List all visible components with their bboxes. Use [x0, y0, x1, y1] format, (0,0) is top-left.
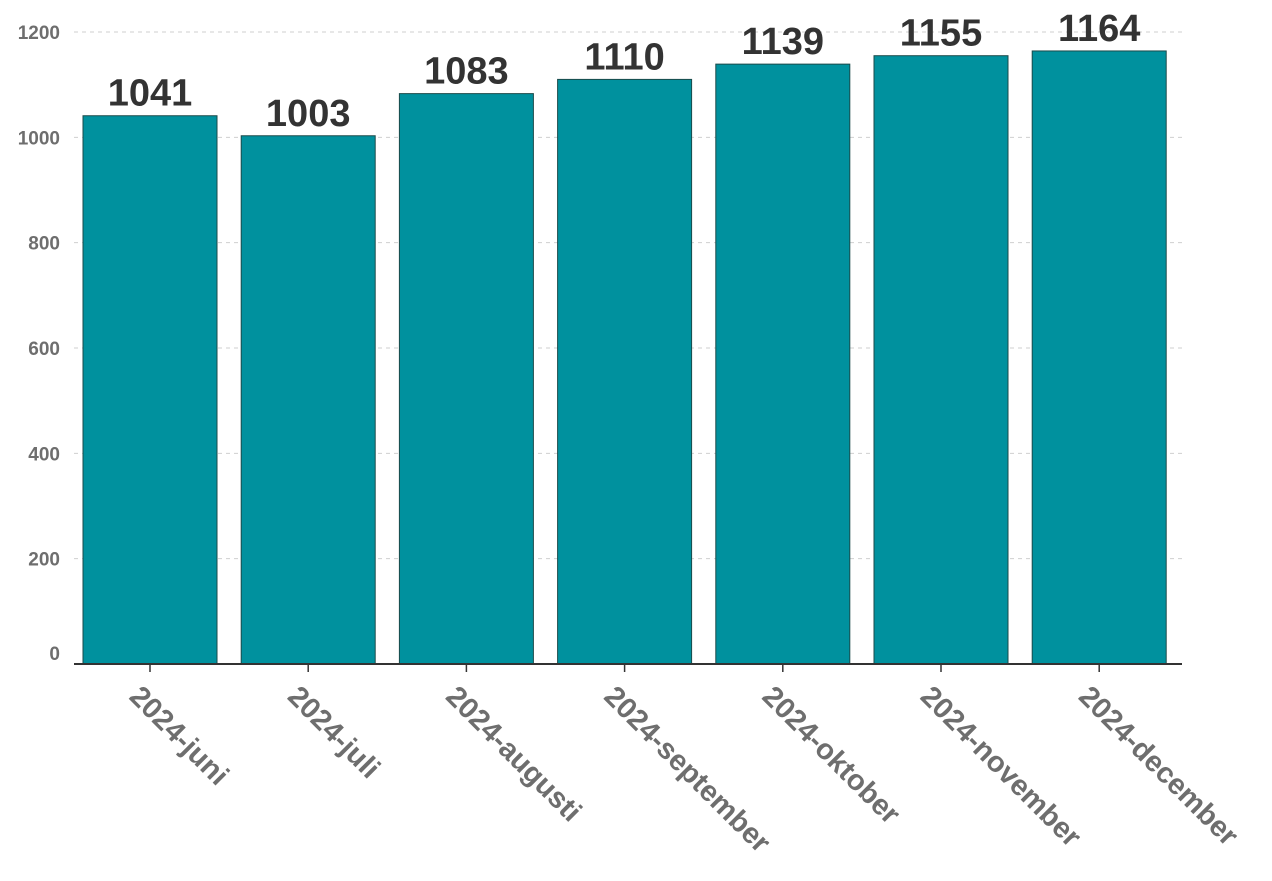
y-tick-label: 600 — [28, 339, 60, 360]
y-tick-label: 400 — [28, 444, 60, 465]
bars — [82, 50, 1167, 665]
x-tick-label-2024-juni: 2024-juni — [123, 680, 235, 792]
bar-2024-juli[interactable] — [240, 135, 376, 665]
bar-2024-september[interactable] — [557, 78, 693, 665]
data-label-2024-juni: 1041 — [108, 73, 193, 115]
data-label-2024-september: 1110 — [584, 36, 664, 78]
y-tick-label: 1200 — [18, 23, 60, 44]
bar-2024-augusti[interactable] — [398, 93, 534, 665]
bar-2024-december[interactable] — [1031, 50, 1167, 665]
data-label-2024-november: 1155 — [900, 13, 982, 55]
data-labels: 1041 1003 1083 1110 1139 1155 1164 — [108, 8, 1141, 135]
x-tick-label-2024-augusti: 2024-augusti — [439, 680, 587, 828]
data-label-2024-augusti: 1083 — [424, 51, 509, 93]
y-tick-label: 800 — [28, 234, 60, 255]
data-label-2024-juli: 1003 — [266, 93, 351, 135]
x-tick-label-2024-december: 2024-december — [1072, 680, 1244, 852]
x-tick-label-2024-september: 2024-september — [598, 680, 777, 859]
data-label-2024-december: 1164 — [1058, 8, 1140, 50]
x-tick-label-2024-november: 2024-november — [914, 680, 1087, 853]
x-tick-label-2024-oktober: 2024-oktober — [756, 680, 906, 830]
data-label-2024-oktober: 1139 — [742, 21, 824, 63]
bar-2024-juni[interactable] — [82, 115, 218, 665]
bar-2024-oktober[interactable] — [715, 63, 851, 665]
y-tick-label: 0 — [49, 644, 60, 665]
bar-2024-november[interactable] — [873, 55, 1009, 665]
y-tick-label: 1000 — [18, 128, 60, 149]
y-tick-label: 200 — [28, 550, 60, 571]
x-tick-label-2024-juli: 2024-juli — [281, 680, 386, 785]
